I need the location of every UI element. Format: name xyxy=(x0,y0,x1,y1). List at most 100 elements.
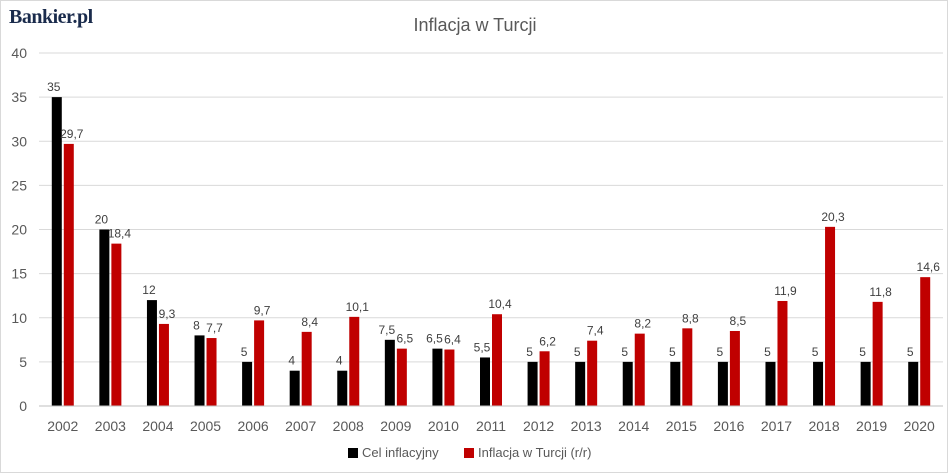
bar-cel-inflacyjny xyxy=(480,357,490,406)
legend-label-inflacja: Inflacja w Turcji (r/r) xyxy=(478,445,591,460)
bar-cel-inflacyjny xyxy=(337,370,348,406)
bar-cel-inflacyjny xyxy=(670,361,681,406)
data-label-inflacja: 6,4 xyxy=(444,333,461,347)
bar-inflacja xyxy=(63,143,74,406)
bar-inflacja xyxy=(301,331,312,406)
y-tick-label: 25 xyxy=(11,177,27,193)
x-axis: 2002 2003 2004 2005 2006 2007 2008 2009 2010 2011… xyxy=(39,405,943,434)
bar-inflacja xyxy=(492,314,502,406)
data-label-cel: 5 xyxy=(574,345,581,359)
bar-cel-inflacyjny xyxy=(432,348,443,406)
y-tick-label: 10 xyxy=(11,310,27,326)
bar-cel-inflacyjny xyxy=(765,361,776,406)
x-tick-label: 2009 xyxy=(380,418,411,434)
bar-inflacja xyxy=(254,320,265,406)
bankier-logo: Bankier.pl xyxy=(9,6,93,28)
y-tick-label: 40 xyxy=(11,45,27,61)
x-tick-label: 2018 xyxy=(808,418,839,434)
data-label-inflacja: 14,6 xyxy=(917,260,941,274)
bar-inflacja xyxy=(349,316,360,406)
data-label-cel: 8 xyxy=(193,318,200,332)
data-label-cel: 20 xyxy=(95,213,109,227)
x-tick-label: 2007 xyxy=(285,418,316,434)
data-label-cel: 7,5 xyxy=(378,323,395,337)
data-label-inflacja: 11,9 xyxy=(774,284,797,298)
chart-title: Inflacja w Turcji xyxy=(413,15,536,35)
x-tick-label: 2003 xyxy=(95,418,126,434)
data-label-cel: 5 xyxy=(669,345,676,359)
data-label-inflacja: 8,2 xyxy=(634,317,651,331)
bar-inflacja xyxy=(825,226,836,406)
data-label-inflacja: 9,7 xyxy=(254,303,271,317)
data-label-cel: 5 xyxy=(241,345,248,359)
bar-cel-inflacyjny xyxy=(813,361,824,406)
bar-cel-inflacyjny xyxy=(622,361,633,406)
bar-inflacja xyxy=(682,328,693,406)
y-tick-label: 0 xyxy=(19,398,27,414)
bars xyxy=(51,97,931,406)
legend-label-cel: Cel inflacyjny xyxy=(362,445,439,460)
data-label-inflacja: 7,7 xyxy=(206,321,223,335)
bar-cel-inflacyjny xyxy=(99,229,110,406)
legend-swatch-inflacja xyxy=(464,448,474,458)
data-label-inflacja: 7,4 xyxy=(587,324,604,338)
bar-inflacja xyxy=(920,277,931,406)
bar-cel-inflacyjny xyxy=(384,339,395,406)
bar-cel-inflacyjny xyxy=(908,361,919,406)
x-tick-label: 2019 xyxy=(856,418,887,434)
data-label-inflacja: 9,3 xyxy=(159,307,176,321)
bar-cel-inflacyjny xyxy=(575,361,586,406)
data-label-cel: 6,5 xyxy=(426,332,443,346)
legend-swatch-cel xyxy=(348,448,358,458)
bar-inflacja xyxy=(587,340,598,406)
bar-inflacja xyxy=(729,330,740,406)
data-label-inflacja: 6,5 xyxy=(396,332,413,346)
y-tick-label: 5 xyxy=(19,354,27,370)
y-tick-label: 35 xyxy=(11,89,27,105)
data-label-inflacja: 10,4 xyxy=(488,297,512,311)
bar-cel-inflacyjny xyxy=(289,370,300,406)
x-tick-label: 2008 xyxy=(333,418,364,434)
bar-cel-inflacyjny xyxy=(717,361,728,406)
data-label-inflacja: 8,5 xyxy=(730,314,747,328)
x-tick-label: 2013 xyxy=(571,418,602,434)
data-label-cel: 5 xyxy=(621,345,628,359)
y-tick-label: 30 xyxy=(11,133,27,149)
bar-inflacja xyxy=(539,351,550,406)
y-axis: 0 5 10 15 20 25 30 35 40 xyxy=(11,45,27,414)
y-tick-label: 20 xyxy=(11,222,27,238)
data-label-cel: 5 xyxy=(526,345,533,359)
data-label-cel: 5 xyxy=(812,345,819,359)
x-tick-label: 2010 xyxy=(428,418,459,434)
x-tick-label: 2011 xyxy=(476,418,506,434)
x-tick-label: 2005 xyxy=(190,418,221,434)
bar-inflacja xyxy=(396,348,407,406)
x-tick-label: 2020 xyxy=(904,418,935,434)
x-tick-label: 2017 xyxy=(761,418,792,434)
y-tick-label: 15 xyxy=(11,266,27,282)
data-label-cel: 5 xyxy=(764,345,771,359)
x-tick-label: 2016 xyxy=(713,418,744,434)
bar-cel-inflacyjny xyxy=(242,361,253,406)
bar-inflacja xyxy=(206,338,217,406)
x-tick-label: 2012 xyxy=(523,418,554,434)
gridlines xyxy=(39,52,943,407)
data-label-cel: 4 xyxy=(288,354,295,368)
data-label-inflacja: 20,3 xyxy=(821,210,845,224)
bar-cel-inflacyjny xyxy=(527,361,538,406)
data-label-inflacja: 11,8 xyxy=(869,285,892,299)
bar-cel-inflacyjny xyxy=(146,300,157,406)
data-label-cel: 4 xyxy=(336,354,343,368)
x-tick-label: 2004 xyxy=(142,418,173,434)
data-label-cel: 5 xyxy=(717,345,724,359)
legend: Cel inflacyjny Inflacja w Turcji (r/r) xyxy=(348,445,591,460)
data-label-inflacja: 6,2 xyxy=(539,334,556,348)
bar-inflacja xyxy=(111,243,122,406)
bar-cel-inflacyjny xyxy=(860,361,871,406)
bar-inflacja xyxy=(777,300,788,406)
data-label-cel: 5,5 xyxy=(474,340,491,354)
bar-cel-inflacyjny xyxy=(194,335,205,406)
